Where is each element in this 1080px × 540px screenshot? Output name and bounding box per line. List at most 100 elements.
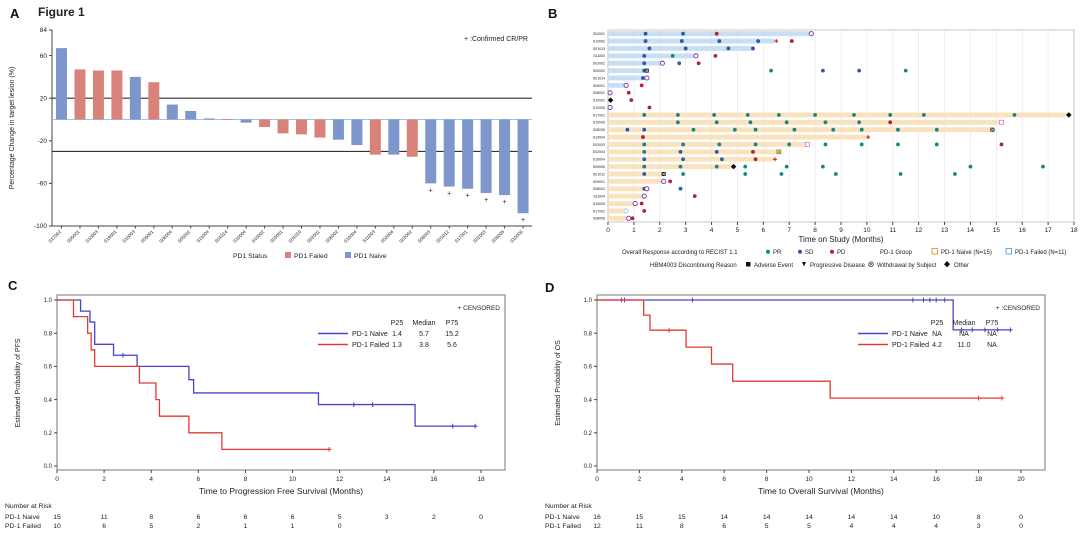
confirmed-mark: + (521, 217, 525, 224)
panel-a-waterfall: 84 60 20 -20 -60 -100 Percentage Change in tar… (0, 0, 540, 270)
duration-bar (608, 201, 634, 206)
km-legend: + CENSORED P25 Median P75 PD-1 Naive 1.4 5.7 15… (318, 305, 500, 349)
response-dot-pr (820, 164, 825, 169)
open-square-marker (999, 119, 1004, 125)
svg-text:3.8: 3.8 (419, 342, 429, 349)
bar-S01014 (222, 118, 234, 120)
response-dot-sd (642, 53, 647, 58)
row-id-label: S17001 (593, 113, 605, 117)
panel-b-swimmer: S02001 S10002 S01013 S11000 S02002 S00002 S010… (540, 0, 1080, 270)
duration-bar (608, 60, 662, 66)
swimmer-row-S10001: S10001 (593, 97, 634, 103)
swimmer-row-S10006: S10006 (593, 119, 1004, 125)
stats-header-median: Median (413, 320, 436, 327)
swimmer-row-S01014: S01014 (593, 75, 650, 81)
bar-S16004 (351, 119, 363, 146)
y-tick-label: -20 (38, 138, 48, 145)
x-tick-label: 18 (1070, 227, 1078, 234)
response-dot-pr (745, 113, 750, 117)
svg-text:1.3: 1.3 (392, 342, 402, 349)
risk-count: 6 (722, 523, 726, 530)
km-curve-naive (597, 299, 1011, 331)
bar-id-label: S08003 (417, 229, 432, 244)
risk-count: 10 (932, 514, 940, 521)
risk-count: 0 (338, 523, 342, 530)
risk-count: 0 (1019, 523, 1023, 530)
km-axes: 0.0 0.2 0.4 0.6 0.8 1.0 0 2 4 6 8 10 12 14 16 18 Estimat… (15, 294, 506, 496)
duration-bar (608, 82, 625, 88)
risk-count: 14 (848, 514, 856, 521)
x-tick-label: 18 (477, 476, 485, 483)
risk-count: 6 (102, 523, 106, 530)
swimmer-row-S09006: S09006 (593, 163, 1045, 170)
duration-bar (608, 164, 733, 170)
y-tick-label: 84 (40, 27, 48, 34)
risk-count: 8 (977, 514, 981, 521)
response-dot-pr (831, 127, 836, 132)
withdrawal-marker (607, 104, 613, 111)
duration-bar (608, 38, 775, 44)
bar-id-label: S02002 (306, 229, 321, 244)
swimmer-row-S00002: S00002 (593, 68, 908, 74)
risk-row-label-naive: PD-1 Naive (5, 514, 40, 521)
bar-id-label: S10003 (84, 229, 99, 244)
row-id-label: S17002 (593, 209, 605, 213)
response-dot-pr (898, 172, 903, 176)
y-tick-label: 0.6 (44, 365, 53, 371)
response-dot-pd (714, 31, 719, 36)
response-dot-pr (792, 127, 797, 132)
bar-S08003 (425, 119, 437, 184)
y-tick-label: 1.0 (584, 298, 593, 304)
bar-S05001 (74, 69, 86, 120)
svg-text:5.6: 5.6 (447, 342, 457, 349)
swimmer-legend-reason: HBM4003 Discontinuing Reason Adverse Even… (650, 261, 969, 269)
risk-count: 4 (934, 523, 938, 530)
km-axes: 0.0 0.2 0.4 0.6 0.8 1.0 0 2 4 6 8 10 12 14 16 18 20 Estim… (555, 294, 1046, 496)
x-tick-label: 0 (595, 476, 599, 483)
bar-id-label: S02004 (380, 229, 395, 244)
withdrawal-marker (644, 186, 650, 192)
risk-count: 11 (101, 514, 108, 521)
response-dot-pr (642, 164, 647, 169)
bar-S17002 (56, 48, 67, 120)
svg-text:NA: NA (987, 342, 997, 349)
y-tick-label: 60 (40, 53, 48, 60)
duration-bar (608, 68, 646, 74)
x-tick-label: 9 (839, 227, 843, 234)
y-axis-title: Estimated Probability of OS (555, 340, 562, 426)
response-dot-sd (681, 31, 685, 36)
response-dot-pr (784, 164, 789, 169)
svg-text:5.7: 5.7 (419, 331, 429, 338)
x-tick-label: 12 (336, 476, 344, 483)
bar-id-label: S10004 (232, 229, 247, 244)
response-dot-pd (639, 83, 644, 88)
x-tick-label: 0 (606, 227, 610, 234)
response-dot-sd (642, 61, 647, 66)
panel-label-d: D (545, 280, 555, 295)
censored-note: + CENSORED (458, 305, 501, 312)
x-tick-label: 8 (813, 227, 817, 234)
km-series (57, 299, 478, 452)
response-dot-pr (743, 172, 748, 176)
duration-bar (608, 193, 643, 199)
response-dot-pr (681, 172, 685, 176)
svg-text:SD: SD (805, 250, 814, 256)
km-curve-naive (57, 299, 477, 427)
panel-label-c: C (8, 278, 18, 293)
duration-bar (608, 156, 774, 162)
x-tick-label: 3 (684, 227, 688, 234)
legend-label-failed: PD-1 Failed (352, 342, 389, 349)
response-dot-pr (691, 127, 696, 132)
bar-S19001 (111, 70, 123, 120)
svg-text:PD-1 Failed (N=11): PD-1 Failed (N=11) (1015, 250, 1066, 256)
other-marker (607, 97, 614, 103)
response-dot-pr (642, 149, 647, 154)
confirmed-note: + :Confirmed CR/PR (464, 36, 528, 43)
y-tick-label: -100 (34, 223, 47, 230)
response-dot-sd (681, 157, 685, 162)
row-id-label: S01013 (593, 47, 605, 51)
risk-count: 6 (196, 514, 200, 521)
duration-bar (608, 186, 646, 192)
